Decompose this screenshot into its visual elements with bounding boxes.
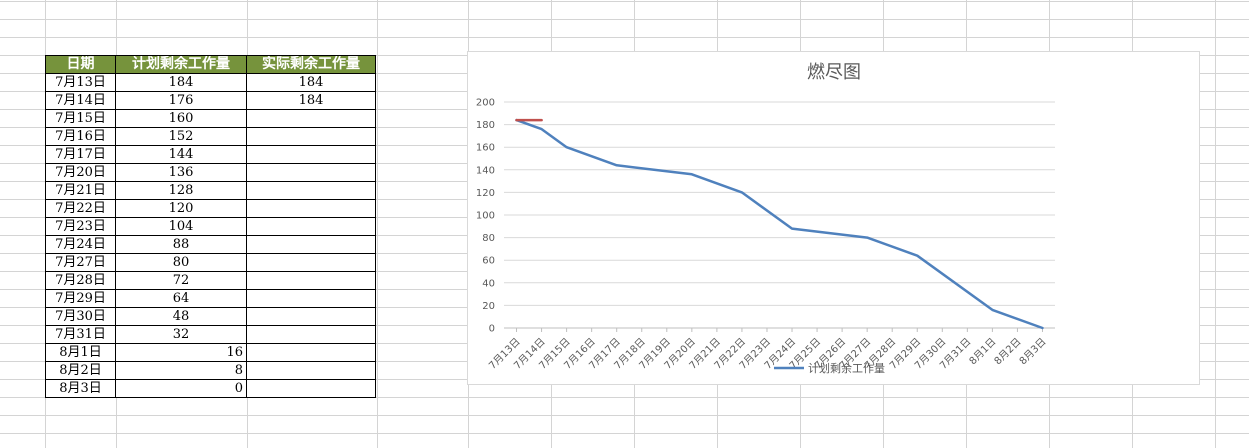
cell-planned[interactable]: 160 [115, 109, 247, 128]
cell-planned[interactable]: 120 [115, 199, 247, 218]
burndown-chart[interactable]: 燃尽图 0 20 40 60 80 100 120 140 160 180 200 7月13日 7月14日… [467, 51, 1200, 385]
cell-actual[interactable] [246, 289, 376, 308]
cell-date[interactable]: 7月27日 [45, 253, 116, 272]
y-tick-label: 0 [489, 324, 495, 335]
cell-date[interactable]: 7月31日 [45, 325, 116, 344]
header-date[interactable]: 日期 [45, 55, 116, 74]
x-tick-label: 8月3日 [1017, 336, 1049, 368]
cell-planned[interactable]: 152 [115, 127, 247, 146]
header-planned-remaining[interactable]: 计划剩余工作量 [115, 55, 247, 74]
cell-planned[interactable]: 104 [115, 217, 247, 236]
x-tick-label: 8月2日 [992, 336, 1024, 368]
y-tick-label: 80 [482, 233, 495, 244]
cell-actual[interactable] [246, 199, 376, 218]
cell-actual[interactable] [246, 253, 376, 272]
cell-planned[interactable]: 136 [115, 163, 247, 182]
table-row: 8月1日 16 [45, 343, 376, 362]
cell-actual[interactable] [246, 109, 376, 128]
table-row: 7月21日 128 [45, 181, 376, 200]
cell-actual[interactable] [246, 271, 376, 290]
y-tick-label: 140 [476, 165, 495, 176]
cell-planned[interactable]: 184 [115, 73, 247, 92]
table-row: 7月22日 120 [45, 199, 376, 218]
cell-date[interactable]: 7月14日 [45, 91, 116, 110]
cell-planned[interactable]: 16 [115, 343, 247, 362]
cell-actual[interactable]: 184 [246, 91, 376, 110]
cell-date[interactable]: 8月1日 [45, 343, 116, 362]
cell-actual[interactable] [246, 325, 376, 344]
cell-actual[interactable] [246, 217, 376, 236]
cell-actual[interactable]: 184 [246, 73, 376, 92]
cell-date[interactable]: 7月29日 [45, 289, 116, 308]
cell-date[interactable]: 7月28日 [45, 271, 116, 290]
table-row: 7月27日 80 [45, 253, 376, 272]
cell-date[interactable]: 7月17日 [45, 145, 116, 164]
header-actual-remaining[interactable]: 实际剩余工作量 [246, 55, 376, 74]
chart-title: 燃尽图 [807, 62, 861, 83]
cell-date[interactable]: 7月15日 [45, 109, 116, 128]
cell-planned[interactable]: 144 [115, 145, 247, 164]
table-row: 7月14日 176 184 [45, 91, 376, 110]
cell-date[interactable]: 7月23日 [45, 217, 116, 236]
cell-actual[interactable] [246, 163, 376, 182]
y-tick-label: 60 [482, 256, 495, 267]
cell-actual[interactable] [246, 181, 376, 200]
cell-planned[interactable]: 88 [115, 235, 247, 254]
table-row: 7月20日 136 [45, 163, 376, 182]
table-row: 7月29日 64 [45, 289, 376, 308]
y-tick-label: 180 [476, 120, 495, 131]
table-row: 7月23日 104 [45, 217, 376, 236]
cell-date[interactable]: 7月22日 [45, 199, 116, 218]
y-tick-label: 120 [476, 188, 495, 199]
y-tick-label: 160 [476, 143, 495, 154]
table-row: 8月3日 0 [45, 379, 376, 398]
cell-actual[interactable] [246, 379, 376, 398]
burndown-data-table: 日期 计划剩余工作量 实际剩余工作量 7月13日 184 184 7月14日 176 18… [45, 55, 376, 398]
x-tick-label: 8月1日 [967, 336, 999, 368]
table-row: 8月2日 8 [45, 361, 376, 380]
cell-planned[interactable]: 72 [115, 271, 247, 290]
y-tick-label: 20 [482, 301, 495, 312]
cell-planned[interactable]: 8 [115, 361, 247, 380]
cell-planned[interactable]: 128 [115, 181, 247, 200]
y-tick-label: 100 [476, 211, 495, 222]
table-row: 7月31日 32 [45, 325, 376, 344]
cell-date[interactable]: 7月16日 [45, 127, 116, 146]
cell-planned[interactable]: 176 [115, 91, 247, 110]
cell-planned[interactable]: 0 [115, 379, 247, 398]
cell-actual[interactable] [246, 127, 376, 146]
y-tick-label: 40 [482, 278, 495, 289]
planned-series-line [515, 118, 1044, 330]
cell-planned[interactable]: 80 [115, 253, 247, 272]
cell-actual[interactable] [246, 361, 376, 380]
table-header-row: 日期 计划剩余工作量 实际剩余工作量 [45, 55, 376, 74]
table-row: 7月28日 72 [45, 271, 376, 290]
cell-date[interactable]: 7月24日 [45, 235, 116, 254]
cell-date[interactable]: 7月21日 [45, 181, 116, 200]
cell-date[interactable]: 8月2日 [45, 361, 116, 380]
cell-planned[interactable]: 48 [115, 307, 247, 326]
cell-actual[interactable] [246, 235, 376, 254]
cell-date[interactable]: 7月13日 [45, 73, 116, 92]
table-row: 7月24日 88 [45, 235, 376, 254]
cell-date[interactable]: 7月30日 [45, 307, 116, 326]
chart-canvas: 燃尽图0204060801001201401601802007月13日7月14日… [476, 62, 1055, 375]
cell-actual[interactable] [246, 343, 376, 362]
table-row: 7月17日 144 [45, 145, 376, 164]
table-row: 7月15日 160 [45, 109, 376, 128]
cell-planned[interactable]: 32 [115, 325, 247, 344]
y-tick-label: 200 [476, 98, 495, 109]
table-row: 7月16日 152 [45, 127, 376, 146]
cell-date[interactable]: 7月20日 [45, 163, 116, 182]
table-row: 7月13日 184 184 [45, 73, 376, 92]
cell-actual[interactable] [246, 307, 376, 326]
table-row: 7月30日 48 [45, 307, 376, 326]
legend-label: 计划剩余工作量 [808, 361, 885, 375]
cell-date[interactable]: 8月3日 [45, 379, 116, 398]
cell-planned[interactable]: 64 [115, 289, 247, 308]
cell-actual[interactable] [246, 145, 376, 164]
